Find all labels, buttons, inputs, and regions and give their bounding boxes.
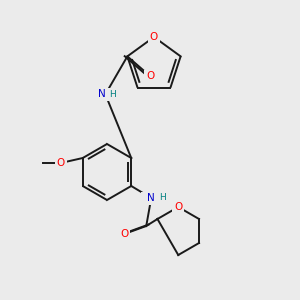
Text: O: O [57, 158, 65, 168]
Text: O: O [150, 32, 158, 42]
FancyBboxPatch shape [118, 228, 130, 240]
Text: N: N [147, 193, 155, 203]
Text: N: N [98, 89, 106, 99]
Text: O: O [120, 229, 128, 239]
FancyBboxPatch shape [148, 31, 160, 43]
FancyBboxPatch shape [172, 201, 184, 213]
Text: H: H [109, 90, 116, 99]
FancyBboxPatch shape [144, 70, 156, 82]
Text: H: H [159, 194, 166, 202]
FancyBboxPatch shape [141, 191, 167, 205]
FancyBboxPatch shape [55, 157, 67, 169]
Text: O: O [174, 202, 182, 212]
FancyBboxPatch shape [93, 88, 117, 101]
Text: O: O [146, 71, 154, 81]
